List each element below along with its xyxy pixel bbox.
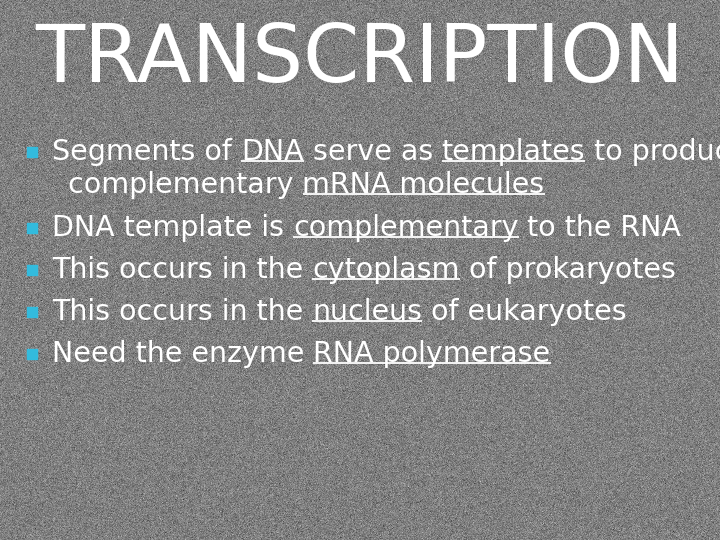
- Point: [26, 308, 37, 316]
- Text: of prokaryotes: of prokaryotes: [459, 256, 675, 284]
- Text: to produce: to produce: [585, 138, 720, 166]
- Text: DNA: DNA: [241, 138, 304, 166]
- Text: nucleus: nucleus: [312, 298, 422, 326]
- Text: to the RNA: to the RNA: [518, 214, 681, 242]
- Text: TRANSCRIPTION: TRANSCRIPTION: [35, 21, 685, 99]
- Text: cytoplasm: cytoplasm: [312, 256, 459, 284]
- Point: [26, 350, 37, 359]
- Text: complementary: complementary: [68, 171, 302, 199]
- Text: complementary: complementary: [293, 214, 518, 242]
- Text: DNA template is: DNA template is: [52, 214, 293, 242]
- Text: serve as: serve as: [304, 138, 442, 166]
- Text: of eukaryotes: of eukaryotes: [422, 298, 627, 326]
- Text: templates: templates: [442, 138, 585, 166]
- Text: This occurs in the: This occurs in the: [52, 256, 312, 284]
- Text: This occurs in the: This occurs in the: [52, 298, 312, 326]
- Point: [26, 224, 37, 232]
- Point: [26, 266, 37, 274]
- Text: RNA polymerase: RNA polymerase: [313, 340, 551, 368]
- Point: [26, 147, 37, 156]
- Text: mRNA molecules: mRNA molecules: [302, 171, 544, 199]
- Text: Segments of: Segments of: [52, 138, 241, 166]
- Text: Need the enzyme: Need the enzyme: [52, 340, 313, 368]
